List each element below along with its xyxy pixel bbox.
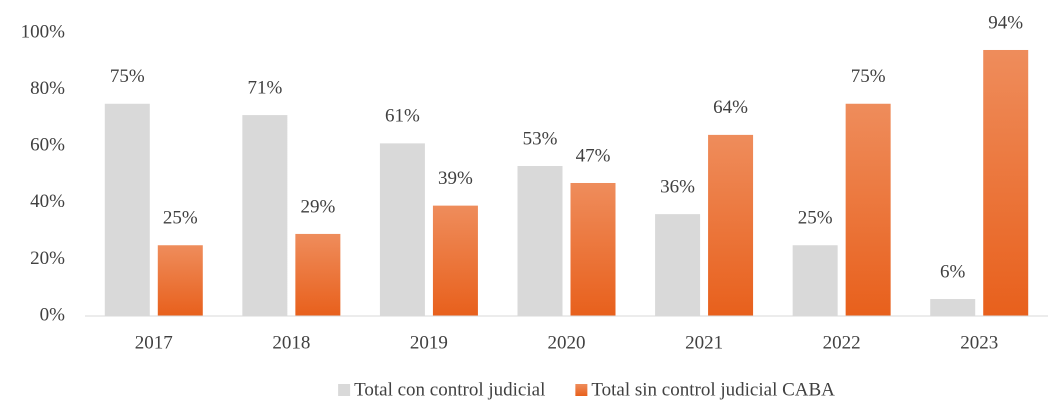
value-label: 61% — [385, 106, 420, 127]
value-label: 39% — [438, 168, 473, 189]
legend-label: Total sin control judicial CABA — [591, 379, 835, 400]
value-label: 75% — [851, 66, 886, 87]
x-tick-label: 2019 — [410, 332, 448, 353]
value-label: 25% — [798, 208, 833, 229]
value-label: 25% — [163, 208, 198, 229]
bar — [930, 299, 976, 316]
legend-label: Total con control judicial — [354, 379, 545, 400]
y-tick-label: 0% — [40, 304, 66, 325]
bar — [379, 143, 425, 316]
legend: Total con control judicial Total sin cont… — [338, 379, 835, 400]
x-tick-label: 2021 — [685, 332, 723, 353]
y-tick-label: 100% — [21, 21, 66, 42]
x-tick-label: 2022 — [823, 332, 861, 353]
y-tick-label: 20% — [30, 248, 65, 269]
value-label: 6% — [940, 261, 966, 282]
bar — [792, 245, 838, 316]
legend-swatch — [575, 384, 588, 396]
bar — [295, 233, 341, 316]
x-tick-label: 2018 — [272, 332, 310, 353]
bar — [983, 49, 1029, 316]
bar — [655, 214, 701, 316]
value-label: 94% — [988, 12, 1023, 33]
bar — [432, 205, 478, 316]
bar — [242, 115, 288, 316]
value-label: 29% — [300, 196, 335, 217]
y-tick-label: 40% — [30, 191, 65, 212]
value-label: 75% — [110, 66, 145, 87]
value-label: 53% — [523, 128, 558, 149]
x-tick-label: 2017 — [135, 332, 173, 353]
y-tick-label: 60% — [30, 135, 65, 156]
bar — [845, 103, 891, 316]
legend-swatch — [338, 384, 351, 396]
bar — [104, 103, 150, 316]
x-tick-label: 2020 — [548, 332, 586, 353]
bar — [517, 166, 563, 316]
bar — [708, 134, 754, 316]
value-label: 47% — [576, 145, 611, 166]
y-tick-label: 80% — [30, 78, 65, 99]
bar — [157, 245, 203, 316]
bar — [570, 182, 616, 316]
value-label: 71% — [247, 77, 282, 98]
value-label: 36% — [660, 176, 695, 197]
value-label: 64% — [713, 97, 748, 118]
x-tick-label: 2023 — [960, 332, 998, 353]
